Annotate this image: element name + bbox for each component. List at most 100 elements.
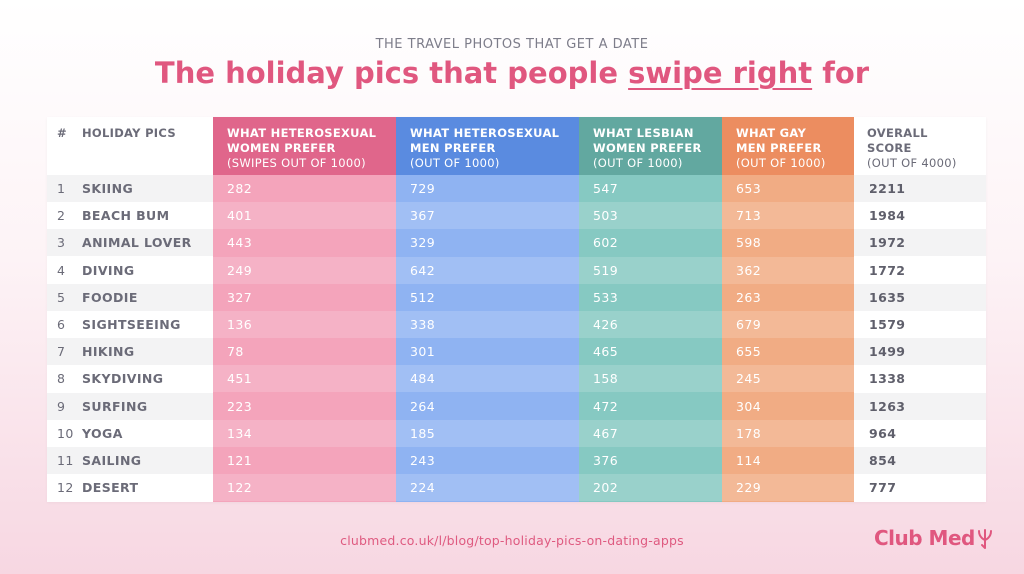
row-rank: 6: [57, 317, 66, 332]
title-after: for: [812, 56, 870, 90]
header-overall-sub: (OUT OF 4000): [867, 156, 957, 170]
cell-women-het: 78: [227, 344, 244, 360]
cell-overall: 1579: [869, 317, 906, 332]
cell-overall: 1263: [869, 398, 906, 414]
row-holiday-pic: HIKING: [82, 344, 135, 360]
cell-men-gay: 114: [736, 453, 762, 468]
header-men-het: WHAT HETEROSEXUAL MEN PREFER (OUT OF 1000…: [410, 126, 577, 171]
title-before: The holiday pics that people: [154, 56, 629, 90]
cell-women-het: 122: [227, 480, 253, 496]
column-row-stripe: [579, 256, 722, 284]
row-holiday-pic: SKYDIVING: [82, 371, 164, 387]
cell-women-les: 472: [593, 398, 619, 414]
cell-overall: 1772: [869, 262, 906, 278]
cell-men-gay: 362: [736, 262, 762, 278]
row-holiday-pic: YOGA: [82, 425, 123, 441]
row-holiday-pic: SURFING: [82, 398, 148, 414]
cell-overall: 964: [869, 425, 897, 441]
data-table: # HOLIDAY PICS WHAT HETEROSEXUAL WOMEN PRE…: [47, 117, 986, 502]
column-row-stripe: [579, 311, 722, 338]
header-men-gay-label: WHAT GAY MEN PREFER: [736, 126, 822, 155]
cell-women-het: 136: [227, 317, 253, 332]
cell-women-les: 467: [593, 425, 619, 441]
cell-men-het: 224: [410, 480, 436, 496]
header-men-het-sub: (OUT OF 1000): [410, 156, 500, 170]
row-holiday-pic: SKIING: [82, 181, 134, 196]
header-men-gay-sub: (OUT OF 1000): [736, 156, 826, 170]
cell-men-het: 329: [410, 235, 436, 251]
cell-men-het: 185: [410, 425, 436, 441]
column-row-stripe: [579, 419, 722, 447]
column-women-les: [579, 117, 722, 502]
column-row-stripe: [579, 365, 722, 393]
cell-women-het: 121: [227, 453, 253, 468]
cell-women-les: 376: [593, 453, 619, 468]
cell-overall: 1338: [869, 371, 906, 387]
cell-women-het: 223: [227, 398, 253, 414]
page-title: The holiday pics that people swipe right…: [0, 56, 1024, 90]
cell-women-les: 465: [593, 344, 619, 360]
title-emphasis: swipe right: [628, 56, 813, 90]
cell-men-het: 512: [410, 289, 436, 305]
cell-women-les: 602: [593, 235, 619, 251]
row-rank: 2: [57, 208, 66, 224]
row-rank: 4: [57, 262, 66, 278]
cell-men-het: 243: [410, 453, 436, 468]
column-row-stripe: [722, 419, 854, 447]
header-women-het-label: WHAT HETEROSEXUAL WOMEN PREFER: [227, 126, 377, 155]
column-row-stripe: [213, 474, 396, 502]
header-num: #: [57, 126, 67, 140]
column-row-stripe: [396, 365, 579, 393]
header-women-het-sub: (SWIPES OUT OF 1000): [227, 156, 366, 170]
column-row-stripe: [213, 202, 396, 230]
cell-overall: 1984: [869, 208, 906, 224]
row-rank: 5: [57, 289, 66, 305]
cell-women-les: 202: [593, 480, 619, 496]
column-row-stripe: [213, 365, 396, 393]
cell-men-het: 367: [410, 208, 436, 224]
footer-url[interactable]: clubmed.co.uk/l/blog/top-holiday-pics-on…: [340, 533, 684, 548]
column-row-stripe: [396, 419, 579, 447]
column-row-stripe: [396, 311, 579, 338]
cell-men-gay: 713: [736, 208, 762, 224]
row-rank: 11: [57, 453, 74, 468]
column-row-stripe: [722, 202, 854, 230]
cell-overall: 854: [869, 453, 897, 468]
cell-overall: 2211: [869, 181, 906, 196]
kicker: THE TRAVEL PHOTOS THAT GET A DATE: [375, 37, 649, 52]
cell-women-les: 519: [593, 262, 619, 278]
column-row-stripe: [396, 474, 579, 502]
column-row-stripe: [579, 202, 722, 230]
row-holiday-pic: BEACH BUM: [82, 208, 170, 224]
header-men-het-label: WHAT HETEROSEXUAL MEN PREFER: [410, 126, 560, 155]
cell-men-gay: 178: [736, 425, 762, 441]
cell-men-gay: 304: [736, 398, 762, 414]
cell-men-het: 642: [410, 262, 436, 278]
cell-women-les: 533: [593, 289, 619, 305]
column-row-stripe: [213, 419, 396, 447]
cell-men-het: 484: [410, 371, 436, 387]
column-row-stripe: [396, 256, 579, 284]
cell-women-het: 134: [227, 425, 253, 441]
row-holiday-pic: DESERT: [82, 480, 139, 496]
cell-women-het: 451: [227, 371, 253, 387]
cell-overall: 1635: [869, 289, 906, 305]
column-men-het: [396, 117, 579, 502]
cell-women-het: 443: [227, 235, 253, 251]
cell-women-les: 426: [593, 317, 619, 332]
row-rank: 8: [57, 371, 66, 387]
cell-women-les: 547: [593, 181, 619, 196]
cell-women-het: 282: [227, 181, 253, 196]
row-holiday-pic: SAILING: [82, 453, 142, 468]
cell-women-het: 249: [227, 262, 253, 278]
header-holiday-pics: HOLIDAY PICS: [82, 126, 176, 140]
cell-men-het: 264: [410, 398, 436, 414]
club-med-logo: Club Med: [874, 526, 975, 550]
cell-men-het: 301: [410, 344, 436, 360]
row-holiday-pic: ANIMAL LOVER: [82, 235, 192, 251]
column-row-stripe: [722, 256, 854, 284]
row-rank: 12: [57, 480, 74, 496]
column-men-gay: [722, 117, 854, 502]
cell-men-gay: 245: [736, 371, 762, 387]
column-row-stripe: [722, 474, 854, 502]
